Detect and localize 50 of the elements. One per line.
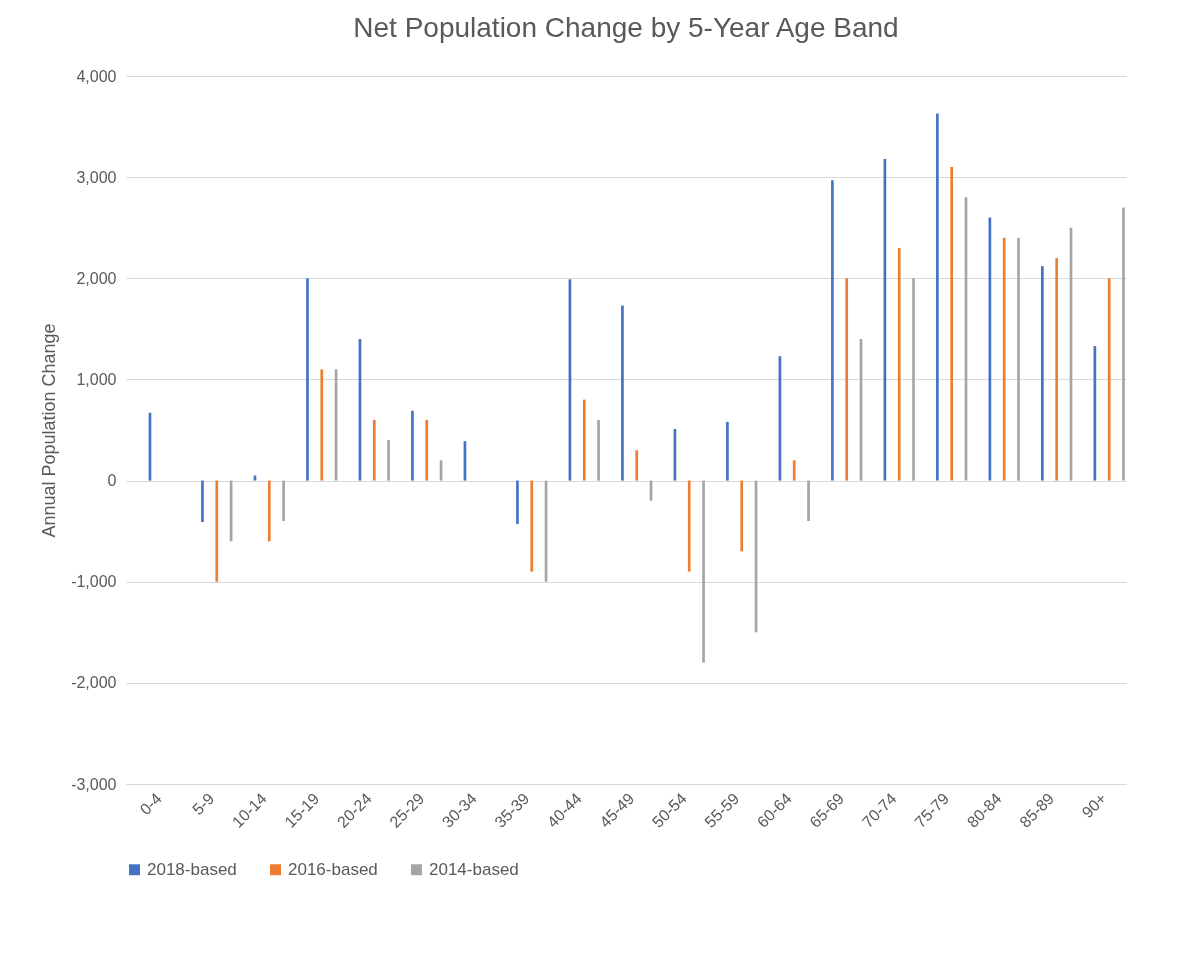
bar xyxy=(387,440,390,481)
legend-label: 2018-based xyxy=(147,859,237,879)
y-tick-label: 0 xyxy=(107,472,117,490)
y-tick-label: -3,000 xyxy=(71,775,117,793)
bar xyxy=(215,480,219,582)
bar xyxy=(950,167,954,481)
bar xyxy=(897,247,901,481)
y-tick-label: 3,000 xyxy=(76,168,117,186)
bar xyxy=(1002,237,1006,481)
y-tick-label: 2,000 xyxy=(76,269,117,287)
legend-label: 2016-based xyxy=(288,859,378,879)
bar xyxy=(282,480,285,522)
bar xyxy=(201,480,204,523)
bar xyxy=(1107,278,1111,481)
bar xyxy=(687,480,691,572)
legend-label: 2014-based xyxy=(429,859,519,879)
bar xyxy=(1055,258,1059,481)
bar xyxy=(411,410,414,481)
bar xyxy=(306,278,309,481)
bar xyxy=(807,480,810,522)
bar xyxy=(267,480,271,542)
bar xyxy=(726,421,729,481)
x-tick-label: 5-9 xyxy=(188,789,218,819)
bar xyxy=(530,480,534,572)
bar xyxy=(740,480,744,552)
y-axis-title: Annual Population Change xyxy=(39,323,60,538)
y-tick-label: 1,000 xyxy=(76,370,117,388)
bar xyxy=(582,399,586,481)
bar xyxy=(1017,237,1020,481)
bar xyxy=(792,460,796,481)
x-tick-label: 90+ xyxy=(1078,789,1110,822)
bar xyxy=(597,419,600,481)
bar xyxy=(1122,207,1125,481)
bar xyxy=(936,113,939,481)
bar xyxy=(702,480,705,663)
bar xyxy=(320,369,324,481)
y-tick-label: 4,000 xyxy=(76,67,117,85)
bar xyxy=(621,305,624,481)
bar xyxy=(845,278,849,481)
y-tick-label: -2,000 xyxy=(71,674,117,692)
bar xyxy=(516,480,519,525)
bar xyxy=(831,180,834,481)
bar xyxy=(1041,266,1044,481)
bar xyxy=(912,278,915,481)
y-tick-label: -1,000 xyxy=(71,573,117,591)
bar xyxy=(425,419,429,481)
chart-title: Net Population Change by 5-Year Age Band xyxy=(353,12,899,43)
bar xyxy=(635,450,639,481)
bar xyxy=(372,419,376,481)
x-tick-label: 0-4 xyxy=(136,789,165,819)
